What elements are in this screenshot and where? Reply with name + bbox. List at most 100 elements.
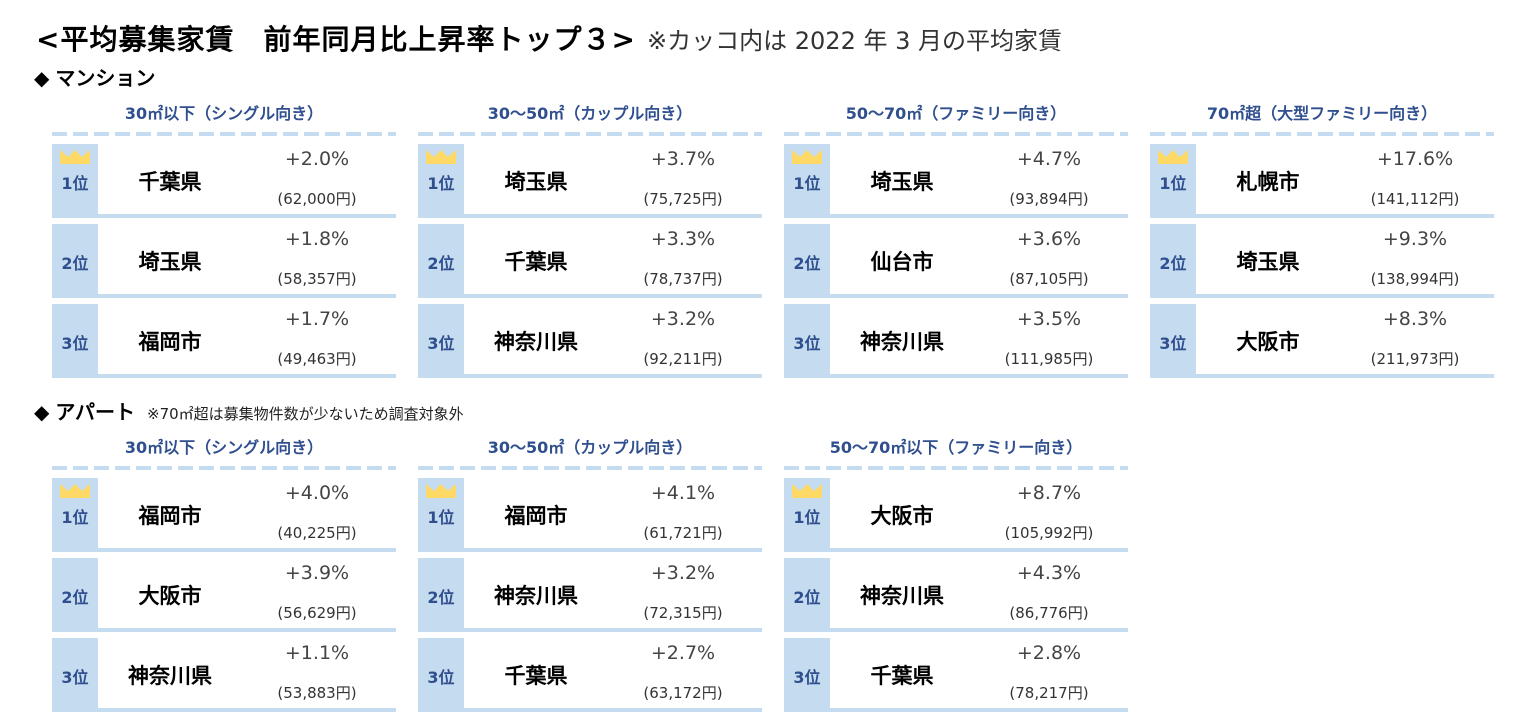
panel-title: 50～70㎡以下（ファミリー向き） (829, 438, 1083, 457)
average-rent: (86,776円) (1009, 604, 1089, 622)
row-underline (92, 548, 396, 552)
ranking-panel: 30～50㎡（カップル向き） 1位 福岡市 +4.1% (61,721円) 2位… (418, 436, 762, 718)
row-underline (92, 214, 396, 218)
ranking-row: 3位 神奈川県 +3.5% (111,985円) (784, 304, 1128, 378)
average-rent: (56,629円) (277, 604, 357, 622)
city-name: 千葉県 (138, 170, 202, 194)
increase-rate: +4.3% (1016, 562, 1082, 584)
diamond-icon: ◆ (34, 66, 50, 90)
rank-badge: 1位 (418, 478, 464, 552)
rank-label: 3位 (1159, 334, 1187, 353)
row-underline (824, 548, 1128, 552)
crown-icon (60, 150, 90, 164)
row-underline (458, 628, 762, 632)
increase-rate: +4.0% (284, 482, 350, 504)
city-name: 埼玉県 (504, 170, 568, 194)
average-rent: (62,000円) (277, 190, 357, 208)
increase-rate: +2.7% (650, 642, 716, 664)
panel-title: 30～50㎡（カップル向き） (487, 104, 693, 123)
rank-badge: 1位 (784, 478, 830, 552)
section-label: アパート (55, 400, 135, 424)
row-underline (458, 214, 762, 218)
average-rent: (78,217円) (1009, 684, 1089, 702)
city-name: 大阪市 (870, 504, 934, 528)
rank-label: 1位 (61, 508, 89, 527)
rank-badge: 2位 (418, 558, 464, 632)
row-underline (458, 708, 762, 712)
city-name: 大阪市 (138, 584, 202, 608)
increase-rate: +3.7% (650, 148, 716, 170)
average-rent: (53,883円) (277, 684, 357, 702)
average-rent: (211,973円) (1370, 350, 1460, 368)
city-name: 神奈川県 (860, 584, 944, 608)
panel-title: 30～50㎡（カップル向き） (487, 438, 693, 457)
ranking-row: 1位 福岡市 +4.1% (61,721円) (418, 478, 762, 552)
row-underline (458, 294, 762, 298)
page-title: <平均募集家賃 前年同月比上昇率トップ３> ※カッコ内は 2022 年 3 月の… (36, 18, 1062, 58)
average-rent: (87,105円) (1009, 270, 1089, 288)
city-name: 大阪市 (1236, 330, 1300, 354)
row-underline (824, 708, 1128, 712)
average-rent: (75,725円) (643, 190, 723, 208)
ranking-row: 3位 神奈川県 +3.2% (92,211円) (418, 304, 762, 378)
title-note: ※カッコ内は 2022 年 3 月の平均家賃 (647, 27, 1063, 55)
average-rent: (58,357円) (277, 270, 357, 288)
crown-icon (792, 150, 822, 164)
rank-badge: 3位 (52, 304, 98, 378)
city-name: 札幌市 (1236, 170, 1300, 194)
ranking-row: 3位 千葉県 +2.7% (63,172円) (418, 638, 762, 712)
rank-label: 3位 (793, 334, 821, 353)
dashed-divider (784, 132, 1128, 136)
ranking-row: 2位 仙台市 +3.6% (87,105円) (784, 224, 1128, 298)
row-underline (92, 294, 396, 298)
dashed-divider (52, 132, 396, 136)
rank-label: 2位 (61, 254, 89, 273)
row-underline (1190, 294, 1494, 298)
rank-label: 2位 (793, 588, 821, 607)
rank-label: 1位 (793, 174, 821, 193)
row-underline (92, 628, 396, 632)
average-rent: (61,721円) (643, 524, 723, 542)
ranking-row: 3位 大阪市 +8.3% (211,973円) (1150, 304, 1494, 378)
city-name: 神奈川県 (128, 664, 212, 688)
ranking-panel: 30㎡以下（シングル向き） 1位 千葉県 +2.0% (62,000円) 2位 … (52, 102, 396, 384)
increase-rate: +8.7% (1016, 482, 1082, 504)
rank-badge: 3位 (418, 304, 464, 378)
panel-title: 30㎡以下（シングル向き） (124, 438, 324, 457)
increase-rate: +9.3% (1382, 228, 1448, 250)
city-name: 埼玉県 (1236, 250, 1300, 274)
city-name: 福岡市 (138, 330, 202, 354)
increase-rate: +3.6% (1016, 228, 1082, 250)
increase-rate: +2.8% (1016, 642, 1082, 664)
section-label: マンション (55, 66, 156, 90)
city-name: 仙台市 (870, 250, 934, 274)
dashed-divider (418, 132, 762, 136)
ranking-row: 1位 福岡市 +4.0% (40,225円) (52, 478, 396, 552)
rank-badge: 1位 (1150, 144, 1196, 218)
row-underline (458, 548, 762, 552)
increase-rate: +3.5% (1016, 308, 1082, 330)
average-rent: (111,985円) (1004, 350, 1094, 368)
ranking-row: 3位 福岡市 +1.7% (49,463円) (52, 304, 396, 378)
rank-label: 2位 (1159, 254, 1187, 273)
city-name: 千葉県 (870, 664, 934, 688)
rank-badge: 2位 (418, 224, 464, 298)
ranking-row: 2位 埼玉県 +1.8% (58,357円) (52, 224, 396, 298)
city-name: 埼玉県 (870, 170, 934, 194)
average-rent: (63,172円) (643, 684, 723, 702)
ranking-row: 2位 大阪市 +3.9% (56,629円) (52, 558, 396, 632)
rank-badge: 2位 (52, 224, 98, 298)
rank-badge: 1位 (418, 144, 464, 218)
increase-rate: +3.9% (284, 562, 350, 584)
rank-badge: 2位 (52, 558, 98, 632)
rank-badge: 1位 (784, 144, 830, 218)
ranking-row: 2位 埼玉県 +9.3% (138,994円) (1150, 224, 1494, 298)
rank-badge: 3位 (418, 638, 464, 712)
dashed-divider (1150, 132, 1494, 136)
row-underline (824, 374, 1128, 378)
average-rent: (49,463円) (277, 350, 357, 368)
row-underline (824, 294, 1128, 298)
rank-label: 1位 (61, 174, 89, 193)
crown-icon (60, 484, 90, 498)
increase-rate: +4.7% (1016, 148, 1082, 170)
